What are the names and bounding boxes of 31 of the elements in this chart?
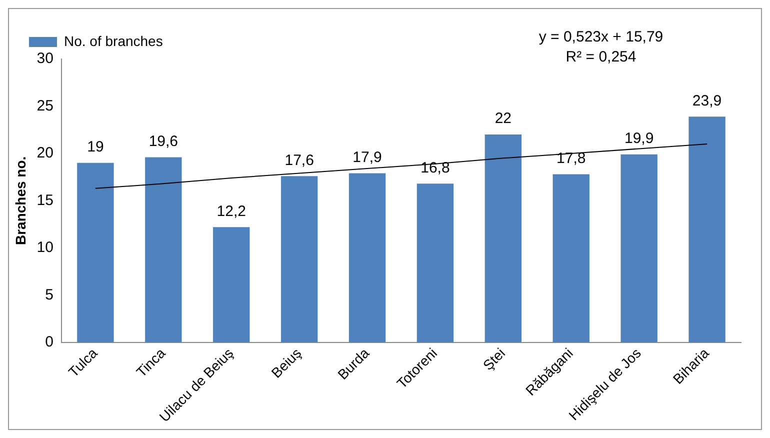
- bar: [77, 162, 114, 342]
- bar: [688, 116, 726, 342]
- bar: [213, 227, 250, 342]
- data-label: 22: [494, 110, 512, 128]
- bar: [280, 176, 318, 342]
- annotation: R² = 0,254: [566, 48, 636, 66]
- data-label: 17,9: [352, 148, 382, 166]
- y-tick-label: 20: [36, 144, 54, 162]
- data-label: 23,9: [692, 92, 722, 110]
- y-tick-label: 10: [36, 239, 54, 256]
- y-tick-label: 15: [36, 192, 54, 209]
- data-label: 19,9: [624, 130, 654, 148]
- y-tick-label: 25: [36, 97, 54, 114]
- y-axis-title: Branches no.: [12, 156, 28, 246]
- y-tick-label: 30: [36, 50, 54, 68]
- x-tick-label: Ştei: [480, 344, 508, 374]
- data-label: 17,6: [284, 152, 314, 169]
- bar: [416, 184, 454, 342]
- legend-label: No. of branches: [64, 32, 163, 49]
- bar: [484, 134, 522, 342]
- data-label: 19: [87, 138, 104, 156]
- bar: [145, 157, 182, 342]
- data-label: 19,6: [148, 132, 178, 150]
- text: y = 0,523x + 15,79: [538, 28, 664, 46]
- data-label: 12,2: [216, 202, 246, 220]
- bar: [620, 154, 658, 342]
- data-label: 16,8: [420, 159, 450, 176]
- y-tick-label: 5: [45, 286, 54, 304]
- y-tick-label: 0: [45, 333, 54, 350]
- bar: [552, 174, 590, 342]
- bar: [348, 173, 386, 342]
